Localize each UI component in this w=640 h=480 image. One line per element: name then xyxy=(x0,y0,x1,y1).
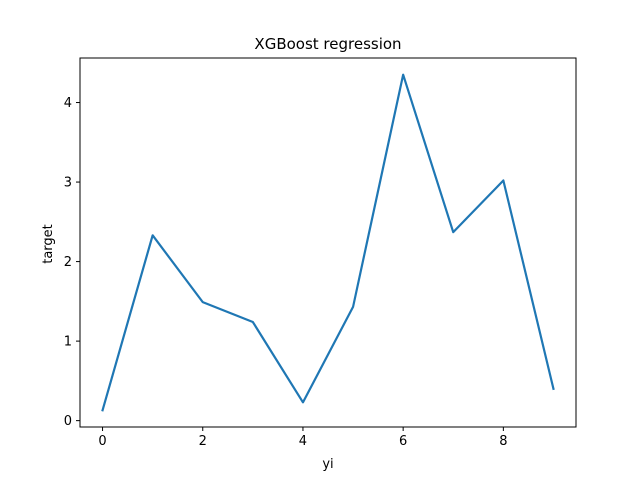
series-line-0 xyxy=(101,73,555,412)
y-tick-label: 1 xyxy=(64,335,72,350)
y-tick-label: 3 xyxy=(64,176,72,191)
y-tick-label: 4 xyxy=(64,96,72,111)
plot-area: 0 2 4 6 8 0 1 2 3 4 xyxy=(64,57,577,449)
x-tick-label: 4 xyxy=(299,434,307,449)
x-tick-label: 2 xyxy=(199,434,207,449)
axis-ticks: 0 2 4 6 8 0 1 2 3 4 xyxy=(64,96,508,449)
y-tick-label: 2 xyxy=(64,255,72,270)
y-tick-label: 0 xyxy=(64,414,72,429)
x-tick-label: 8 xyxy=(499,434,507,449)
x-axis-label: yi xyxy=(322,457,333,472)
y-axis-label: target xyxy=(41,224,56,264)
chart-title: XGBoost regression xyxy=(254,35,401,53)
x-tick-label: 0 xyxy=(98,434,106,449)
axes-frame xyxy=(79,57,577,428)
series-layer xyxy=(101,73,555,412)
x-tick-label: 6 xyxy=(399,434,407,449)
